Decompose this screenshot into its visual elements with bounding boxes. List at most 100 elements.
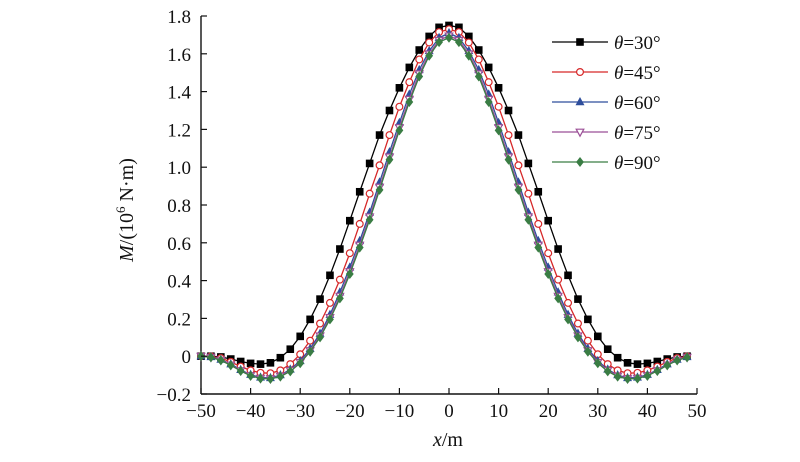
data-point	[276, 371, 285, 382]
x-axis-title: x/m	[432, 429, 463, 451]
data-point	[375, 131, 384, 139]
data-point	[544, 216, 552, 225]
data-point	[335, 275, 344, 284]
data-point	[336, 245, 344, 253]
data-point	[623, 373, 632, 384]
legend-marker	[575, 96, 585, 106]
y-tick-label: 1.6	[167, 45, 191, 66]
data-point	[355, 242, 364, 253]
data-point	[663, 360, 672, 371]
legend-item: θ=90°	[552, 153, 661, 174]
data-point	[623, 359, 632, 367]
data-point	[574, 295, 582, 303]
x-tick-label: 0	[444, 401, 454, 422]
data-point	[494, 102, 503, 111]
data-point	[514, 184, 523, 195]
data-point	[474, 55, 483, 64]
series-line	[200, 37, 688, 380]
y-tick-label: 0.4	[167, 272, 191, 293]
data-point	[633, 373, 642, 384]
data-point	[216, 355, 225, 366]
data-point	[266, 359, 275, 367]
data-point	[296, 358, 305, 369]
data-point	[266, 373, 275, 384]
y-tick-label: 1.2	[167, 120, 191, 141]
data-point	[236, 365, 245, 376]
data-point	[286, 366, 295, 377]
data-point	[345, 249, 354, 258]
data-point	[514, 161, 523, 170]
data-point	[673, 355, 682, 366]
data-point	[365, 189, 374, 198]
x-tick-label: −40	[236, 401, 266, 422]
series-line	[200, 32, 688, 379]
x-tick-label: 20	[539, 401, 558, 422]
data-point	[276, 353, 285, 362]
data-point	[504, 106, 513, 115]
legend-label: θ=45°	[614, 63, 661, 84]
y-tick-label: 1.8	[167, 7, 191, 28]
data-point	[484, 63, 493, 72]
data-point	[385, 154, 394, 165]
data-point	[325, 298, 334, 307]
data-point	[643, 370, 652, 381]
data-point	[226, 360, 235, 371]
data-point	[246, 359, 255, 368]
data-point	[564, 314, 572, 325]
x-axis-ticks: −50 −40 −30 −20 −10 0 10 20 30 40 50	[186, 388, 707, 422]
x-tick-label: −10	[385, 401, 415, 422]
data-point	[613, 353, 622, 362]
data-point	[484, 78, 493, 87]
data-point	[643, 359, 652, 368]
data-point	[613, 371, 622, 382]
data-point	[534, 242, 543, 253]
data-point	[306, 315, 314, 324]
legend-marker	[575, 128, 585, 138]
data-point	[385, 106, 394, 115]
data-point	[573, 319, 582, 328]
data-point	[593, 358, 602, 369]
y-tick-label: −0.2	[157, 385, 191, 406]
data-point	[464, 38, 473, 47]
x-tick-label: −30	[285, 401, 315, 422]
legend-item: θ=45°	[552, 63, 661, 84]
data-point	[256, 360, 265, 368]
data-point	[584, 315, 592, 324]
data-point	[524, 189, 533, 198]
y-tick-label: 0.2	[167, 309, 191, 330]
data-point	[365, 214, 374, 225]
data-point	[494, 125, 503, 136]
legend-item: θ=30°	[552, 33, 661, 54]
data-point	[405, 63, 414, 72]
data-point	[603, 366, 612, 377]
data-point	[345, 268, 354, 280]
y-tick-label: 1.0	[167, 158, 191, 179]
data-point	[683, 352, 691, 363]
data-point	[316, 332, 324, 343]
data-point	[415, 55, 424, 64]
data-point	[445, 32, 453, 43]
data-point	[425, 50, 434, 61]
data-point	[355, 219, 364, 228]
legend-label: θ=30°	[614, 33, 661, 54]
data-point	[514, 131, 523, 139]
y-tick-label: 0.6	[167, 234, 191, 255]
legend-label: θ=60°	[614, 93, 661, 114]
data-point	[345, 216, 354, 225]
data-point	[474, 71, 483, 82]
data-point	[355, 187, 364, 196]
data-point	[375, 184, 384, 195]
y-tick-label: 0.8	[167, 196, 191, 217]
data-point	[554, 293, 563, 304]
data-point	[335, 293, 344, 304]
data-point	[435, 37, 443, 48]
y-axis-title: M/(106 N·m)	[113, 158, 138, 263]
data-point	[375, 161, 384, 170]
x-tick-label: 10	[489, 401, 508, 422]
data-point	[395, 102, 404, 111]
data-point	[534, 219, 543, 228]
data-point	[574, 332, 582, 343]
legend-marker	[575, 67, 584, 76]
data-point	[316, 319, 325, 328]
data-point	[405, 96, 414, 108]
